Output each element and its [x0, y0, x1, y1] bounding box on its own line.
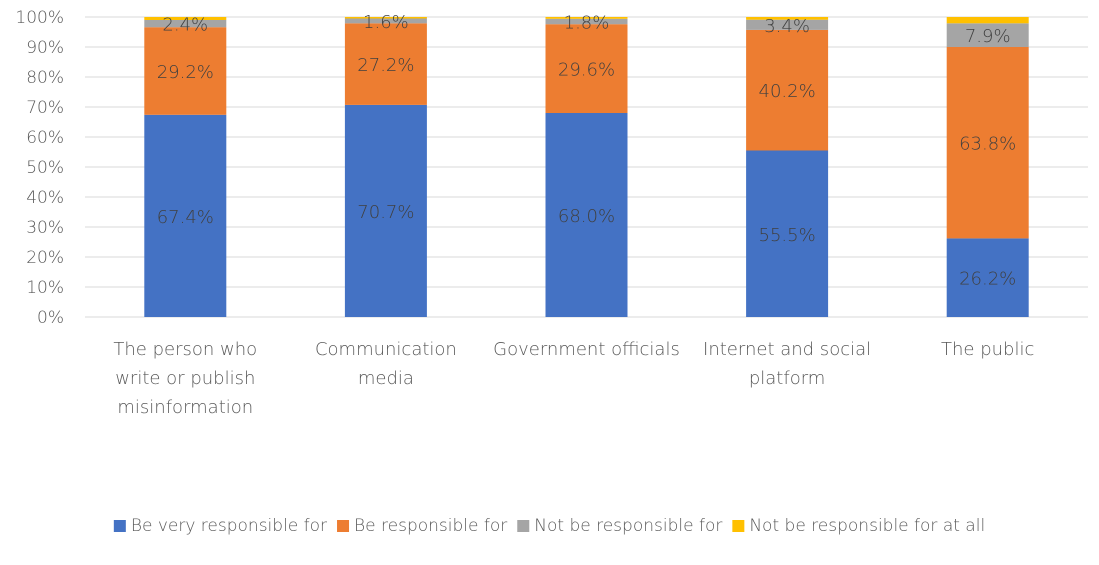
y-tick-label: 60% — [26, 128, 64, 148]
bar-segment — [545, 18, 628, 25]
legend-swatch — [337, 520, 350, 532]
bar-segment — [545, 17, 628, 19]
y-tick-label: 20% — [26, 248, 64, 268]
y-tick-label: 70% — [26, 98, 64, 118]
x-tick-label: Government officials — [493, 339, 680, 360]
data-label: 27.2% — [357, 55, 414, 76]
y-tick-label: 40% — [26, 188, 64, 208]
legend-label: Not be responsible for at all — [749, 516, 985, 536]
y-tick-label: 90% — [26, 38, 64, 58]
legend: Be very responsible for Be responsible fo… — [113, 516, 985, 536]
x-tick-label: Communication — [315, 339, 457, 360]
bar-segment — [144, 27, 227, 115]
y-axis: 0% 10% 20% 30% 40% 50% 60% 70% 80% 90% 100% — [15, 8, 64, 328]
legend-swatch — [732, 520, 745, 532]
x-axis: The person who write or publish misinforma… — [113, 339, 1034, 418]
data-label: 55.5% — [759, 225, 816, 246]
y-tick-label: 10% — [26, 278, 64, 298]
y-tick-label: 50% — [26, 158, 64, 178]
data-label: 1.6% — [363, 12, 409, 33]
bar-segment — [344, 17, 427, 19]
data-label: 29.6% — [558, 60, 615, 81]
bar-segment — [545, 24, 628, 114]
data-label: 1.8% — [564, 13, 610, 34]
bar-segment — [746, 29, 829, 151]
legend-swatch — [113, 520, 126, 532]
data-label: 2.4% — [162, 15, 208, 36]
legend-label: Not be responsible for — [534, 516, 722, 536]
legend-label: Be responsible for — [354, 516, 507, 536]
bar-segment — [344, 23, 427, 105]
x-tick-label: write or publish — [115, 368, 255, 389]
bar-segment — [746, 150, 829, 317]
data-label: 3.4% — [764, 16, 810, 37]
data-label: 29.2% — [157, 62, 214, 83]
bar-segment — [545, 113, 628, 317]
x-tick-label: platform — [749, 368, 825, 389]
bar-segment — [344, 104, 427, 318]
bar-segment — [144, 20, 227, 28]
bar-segment — [946, 23, 1029, 47]
bar-segment — [946, 17, 1029, 24]
x-tick-label: misinformation — [117, 397, 253, 418]
bar-segment — [746, 17, 829, 20]
data-label: 63.8% — [959, 134, 1016, 155]
data-label: 68.0% — [558, 206, 615, 227]
data-label: 70.7% — [357, 202, 414, 223]
y-tick-label: 0% — [37, 308, 64, 328]
x-tick-label: The person who — [113, 339, 257, 360]
bar-segment — [344, 18, 427, 24]
x-tick-label: The public — [941, 339, 1034, 360]
x-tick-label: media — [358, 368, 414, 389]
data-label: 26.2% — [959, 269, 1016, 290]
y-tick-label: 100% — [15, 8, 64, 28]
bar-segment — [946, 238, 1029, 317]
y-tick-label: 80% — [26, 68, 64, 88]
data-labels: 67.4% 29.2% 2.4% 70.7% 27.2% 1.6% 68.0% 29.6% 1.… — [157, 12, 1017, 290]
x-tick-label: Internet and social — [703, 339, 871, 360]
y-tick-label: 30% — [26, 218, 64, 238]
data-label: 40.2% — [759, 81, 816, 102]
data-label: 7.9% — [965, 26, 1011, 47]
bar-segment — [946, 47, 1029, 239]
legend-swatch — [517, 520, 530, 532]
legend-label: Be very responsible for — [131, 516, 327, 536]
bar-segment — [746, 19, 829, 30]
data-label: 67.4% — [157, 207, 214, 228]
bars — [144, 17, 1029, 318]
bar-segment — [144, 114, 227, 317]
bar-segment — [144, 17, 227, 20]
